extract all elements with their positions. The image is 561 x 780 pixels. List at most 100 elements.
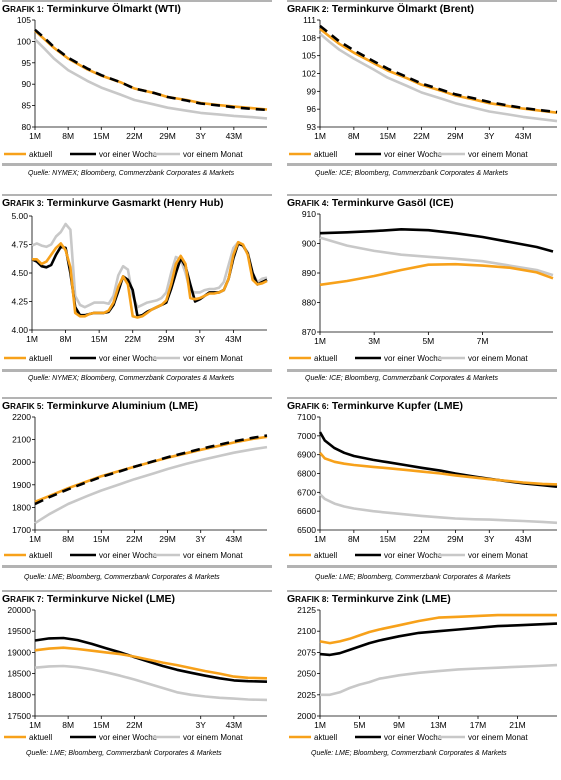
legend-label: vor einer Woche: [384, 354, 443, 363]
x-tick-label: 8M: [62, 131, 74, 141]
y-tick-label: 6500: [297, 525, 316, 535]
chart-source: Quelle: LME; Bloomberg, Commerzbank Corp…: [24, 574, 220, 581]
grafik-label: GRAFIK 7:: [2, 593, 44, 605]
y-tick-label: 95: [22, 58, 32, 68]
x-tick-label: 8M: [348, 131, 360, 141]
series-line-aktuell: [319, 27, 558, 114]
chart-svg-zink: 2000 2025 2050 2075 2100 2125 1M 5M 9M 13M 17M 21M a…: [289, 605, 558, 742]
grafik-label: GRAFIK 2:: [287, 3, 329, 15]
x-tick-label: 5M: [422, 336, 434, 346]
series-line-vor-einem-monat: [34, 664, 268, 702]
x-tick-label: 43M: [515, 534, 532, 544]
x-tick-label: 3Y: [196, 131, 207, 141]
legend-label: aktuell: [29, 150, 52, 159]
series-line-vor-einer-woche: [318, 431, 558, 488]
y-tick-label: 19000: [7, 647, 31, 657]
chart-title: GRAFIK 8: Terminkurve Zink (LME): [287, 593, 451, 605]
legend-label: vor einer Woche: [99, 733, 158, 742]
legend-label: vor einer Woche: [384, 150, 443, 159]
grafik-label: GRAFIK 6:: [287, 400, 329, 412]
y-tick-label: 6800: [297, 469, 316, 479]
x-tick-label: 29M: [447, 534, 464, 544]
y-tick-label: 4.50: [11, 268, 28, 278]
y-tick-label: 5.00: [11, 211, 28, 221]
x-tick-label: 1M: [314, 336, 326, 346]
x-tick-label: 9M: [393, 720, 405, 730]
x-tick-label: 13M: [430, 720, 447, 730]
chart-source: Quelle: NYMEX; Bloomberg, Commerzbank Co…: [28, 375, 235, 382]
y-tick-label: 900: [302, 239, 316, 249]
x-tick-label: 15M: [93, 534, 110, 544]
chart-source: Quelle: LME; Bloomberg, Commerzbank Corp…: [26, 750, 222, 757]
legend-label: aktuell: [314, 551, 337, 560]
y-tick-label: 108: [302, 33, 316, 43]
x-tick-label: 3Y: [196, 720, 207, 730]
panel-top-rule: [287, 590, 557, 592]
series-line-vor-einer-woche: [34, 28, 268, 112]
x-tick-label: 43M: [515, 131, 532, 141]
y-tick-label: 96: [307, 104, 317, 114]
chart-svg-gasoel: 870 880 890 900 910 1M 3M 5M 7M aktuell vor einer …: [289, 209, 554, 363]
x-tick-label: 43M: [226, 534, 243, 544]
chart-title: GRAFIK 2: Terminkurve Ölmarkt (Brent): [287, 3, 474, 15]
x-tick-label: 22M: [413, 534, 430, 544]
y-tick-label: 102: [302, 69, 316, 79]
series-line-vor-einem-monat: [319, 32, 558, 123]
x-tick-label: 7M: [477, 336, 489, 346]
series-line-aktuell: [319, 262, 554, 287]
x-tick-label: 8M: [62, 720, 74, 730]
x-tick-label: 43M: [226, 720, 243, 730]
x-tick-label: 1M: [26, 334, 38, 344]
y-tick-label: 2075: [297, 647, 316, 657]
series-line-aktuell: [319, 613, 557, 645]
chart-title-text: Terminkurve Ölmarkt (Brent): [331, 3, 475, 15]
y-tick-label: 4.75: [11, 240, 28, 250]
y-tick-label: 19500: [7, 626, 31, 636]
series-line-vor-einem-monat: [31, 222, 268, 309]
y-tick-label: 2000: [12, 457, 31, 467]
chart-title-text: Terminkurve Kupfer (LME): [331, 400, 463, 412]
chart-panel-nickel: GRAFIK 7: Terminkurve Nickel (LME) 17500…: [2, 590, 272, 780]
legend-label: vor einem Monat: [183, 551, 243, 560]
series-line-vor-einem-monat: [320, 663, 558, 697]
y-tick-label: 7000: [297, 431, 316, 441]
x-tick-label: 8M: [62, 534, 74, 544]
series-line-vor-einem-monat: [319, 493, 558, 525]
panel-bottom-rule: [287, 369, 557, 372]
series-line-aktuell: [34, 435, 268, 504]
x-tick-label: 43M: [226, 131, 243, 141]
y-tick-label: 6700: [297, 487, 316, 497]
y-tick-label: 6900: [297, 450, 316, 460]
grafik-label: GRAFIK 8:: [287, 593, 329, 605]
grafik-label: GRAFIK 5:: [2, 400, 44, 412]
chart-title: GRAFIK 5: Terminkurve Aluminium (LME): [2, 400, 198, 412]
y-tick-label: 111: [303, 15, 316, 25]
chart-panel-brent: GRAFIK 2: Terminkurve Ölmarkt (Brent) 93…: [287, 0, 558, 190]
series-line-vor-einer-woche: [319, 622, 558, 657]
x-tick-label: 1M: [314, 131, 326, 141]
legend-label: aktuell: [314, 733, 337, 742]
x-tick-label: 1M: [314, 720, 326, 730]
series-line-aktuell: [34, 646, 268, 680]
panel-bottom-rule: [2, 565, 272, 568]
panel-top-rule: [287, 194, 557, 196]
legend-label: aktuell: [29, 551, 52, 560]
x-tick-label: 1M: [29, 720, 41, 730]
chart-title-text: Terminkurve Gasmarkt (Henry Hub): [46, 197, 224, 209]
x-tick-label: 15M: [379, 131, 396, 141]
panel-top-rule: [2, 397, 272, 399]
series-line-vor-einer-woche: [34, 636, 268, 683]
chart-source: Quelle: NYMEX; Bloomberg, Commerzbank Co…: [28, 170, 235, 177]
x-tick-label: 15M: [379, 534, 396, 544]
grafik-label: GRAFIK 3:: [2, 197, 44, 209]
chart-panel-wti: GRAFIK 1: Terminkurve Ölmarkt (WTI) 80 85…: [2, 0, 272, 190]
y-tick-label: 2050: [297, 669, 316, 679]
x-tick-label: 1M: [29, 534, 41, 544]
y-tick-label: 7100: [297, 412, 316, 422]
y-tick-label: 93: [307, 122, 317, 132]
legend-label: aktuell: [314, 354, 337, 363]
series-line-vor-einem-monat: [34, 38, 268, 120]
panel-bottom-rule: [2, 163, 272, 166]
panel-top-rule: [287, 0, 557, 2]
legend-label: vor einer Woche: [384, 733, 443, 742]
